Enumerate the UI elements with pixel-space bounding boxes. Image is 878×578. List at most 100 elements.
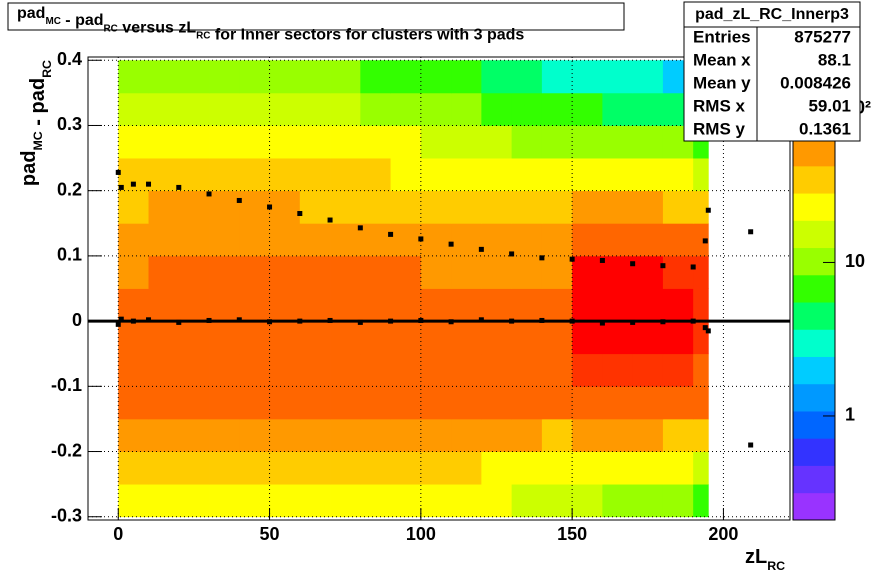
y-axis-label-sub: MC	[31, 131, 45, 150]
heat-cell	[118, 190, 149, 224]
heat-cell	[420, 386, 452, 420]
heat-cell	[602, 484, 634, 518]
colorbar-step	[793, 220, 835, 249]
heat-cell	[209, 60, 240, 94]
profile-point	[176, 184, 182, 190]
heat-cell	[632, 451, 664, 485]
heat-cell	[541, 484, 573, 518]
heat-cell	[360, 190, 391, 224]
heat-cell	[420, 190, 452, 224]
heat-cell	[632, 158, 664, 192]
heat-cell	[390, 386, 422, 420]
heat-cell	[330, 255, 361, 289]
heat-cell	[269, 288, 301, 322]
heat-cell	[662, 418, 694, 452]
heat-cell	[390, 353, 422, 387]
heat-cell	[632, 223, 664, 257]
heat-cell	[511, 190, 543, 224]
profile-point	[327, 317, 333, 323]
heat-cell	[693, 190, 709, 224]
chart-title-part: for Inner sectors for clusters with 3 pa…	[210, 27, 524, 44]
heat-cell	[209, 321, 240, 355]
heat-cell	[662, 321, 694, 355]
heat-cell	[269, 125, 301, 159]
y-axis-label-part: - pad	[27, 78, 49, 131]
heat-cell	[420, 223, 452, 257]
stats-label: Mean x	[693, 50, 751, 69]
heat-cell	[209, 418, 240, 452]
profile-point	[327, 217, 333, 223]
heat-cell	[602, 158, 634, 192]
heat-cell	[602, 353, 634, 387]
heat-cell	[118, 60, 149, 94]
heat-cell	[481, 125, 513, 159]
profile-point	[599, 257, 605, 263]
heat-cell	[148, 353, 180, 387]
heat-cell	[118, 92, 149, 126]
heat-cell	[209, 288, 240, 322]
heat-cell	[148, 125, 180, 159]
profile-point	[418, 317, 424, 323]
profile-point	[388, 318, 394, 324]
profile-point	[176, 319, 182, 325]
heat-cell	[511, 125, 543, 159]
heat-cell	[602, 418, 634, 452]
y-axis-label-part: pad	[18, 151, 40, 187]
stats-label: RMS y	[693, 119, 746, 138]
profile-point	[357, 225, 363, 231]
heat-cell	[572, 353, 603, 387]
heat-cell	[632, 288, 664, 322]
heat-cell	[118, 321, 149, 355]
x-tick-label: 0	[113, 524, 123, 544]
heat-cell	[178, 92, 210, 126]
heat-cell	[330, 353, 361, 387]
y-tick-label: 0.2	[57, 179, 82, 199]
heat-cell	[330, 288, 361, 322]
heat-cell	[299, 190, 331, 224]
heat-cell	[360, 255, 391, 289]
plot-area	[88, 57, 790, 520]
heat-cell	[693, 418, 709, 452]
heat-cell	[481, 321, 513, 355]
heat-cell	[602, 288, 634, 322]
heat-cell	[511, 386, 543, 420]
heat-cell	[511, 451, 543, 485]
heat-cell	[209, 451, 240, 485]
colorbar-step	[793, 465, 835, 494]
heat-cell	[299, 255, 331, 289]
heat-cell	[118, 451, 149, 485]
profile-point	[702, 238, 708, 244]
heat-cell	[299, 386, 331, 420]
profile-point	[748, 442, 754, 448]
heat-cell	[511, 60, 543, 94]
heat-cell	[541, 255, 573, 289]
heat-cell	[178, 190, 210, 224]
heat-cell	[602, 190, 634, 224]
heat-cell	[299, 321, 331, 355]
heat-cell	[662, 353, 694, 387]
heat-cell	[662, 190, 694, 224]
heat-cell	[632, 321, 664, 355]
heat-cell	[451, 92, 482, 126]
stats-label: RMS x	[693, 96, 746, 115]
heat-cell	[511, 321, 543, 355]
heat-cell	[209, 353, 240, 387]
heat-cell	[511, 484, 543, 518]
y-tick-label: -0.1	[51, 375, 82, 395]
heat-cell	[572, 190, 603, 224]
profile-point	[115, 321, 121, 327]
heat-cell	[178, 353, 210, 387]
heat-cell	[269, 451, 301, 485]
heat-cell	[693, 451, 709, 485]
heat-cell	[572, 92, 603, 126]
profile-point	[702, 325, 708, 331]
x-tick-label: 150	[557, 524, 587, 544]
profile-point	[705, 207, 711, 213]
heat-cell	[239, 321, 270, 355]
heat-cell	[541, 158, 573, 192]
heat-cell	[511, 92, 543, 126]
heat-cell	[269, 418, 301, 452]
heat-cell	[481, 353, 513, 387]
heat-cell	[451, 353, 482, 387]
heat-cell	[693, 255, 709, 289]
